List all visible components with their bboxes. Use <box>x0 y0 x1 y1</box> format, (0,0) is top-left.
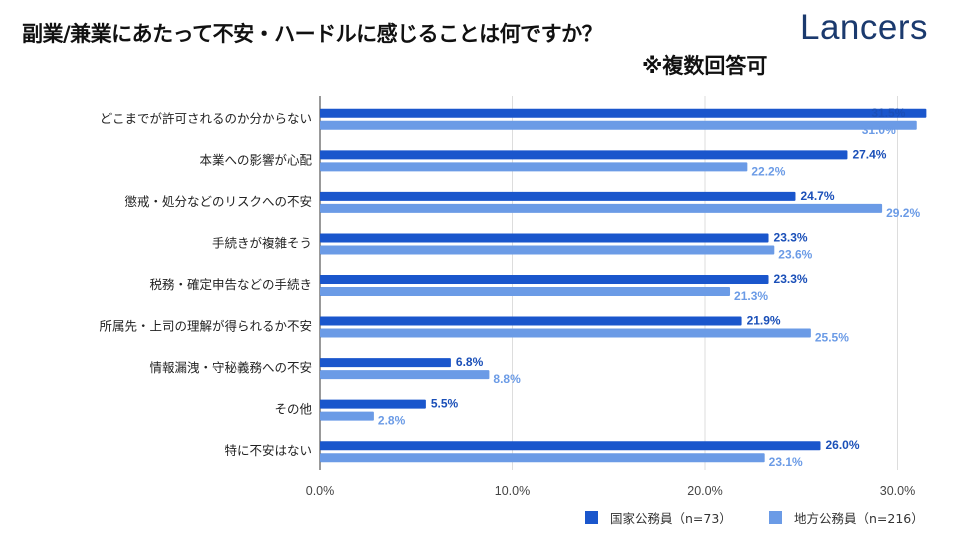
bar <box>320 245 775 255</box>
data-label: 23.3% <box>774 230 808 244</box>
bar <box>320 287 731 296</box>
x-tick-label: 30.0% <box>880 484 915 498</box>
data-label: 5.5% <box>431 397 459 411</box>
data-label: 21.3% <box>734 289 768 303</box>
category-label: 特に不安はない <box>224 443 312 458</box>
legend-item-national: 国家公務員（n=73） <box>585 508 732 527</box>
bar <box>320 453 765 463</box>
lancers-logo: Lancers <box>800 8 929 47</box>
data-label: 29.2% <box>886 206 920 220</box>
data-label: 23.1% <box>769 455 803 469</box>
legend-swatch-local <box>769 511 782 524</box>
bar <box>320 191 796 201</box>
bar <box>320 370 490 380</box>
category-label: 懲戒・処分などのリスクへの不安 <box>124 194 312 209</box>
bar <box>320 411 374 421</box>
category-label: 本業への影響が心配 <box>199 152 312 167</box>
legend-label-national: 国家公務員（n=73） <box>610 511 732 526</box>
x-tick-label: 10.0% <box>495 484 530 498</box>
multiple-answer-note: ※複数回答可 <box>642 54 768 78</box>
data-label: 25.5% <box>815 331 849 345</box>
bar <box>320 328 811 338</box>
data-label: 23.3% <box>774 272 808 286</box>
data-label: 21.9% <box>747 314 781 328</box>
bar <box>320 275 769 284</box>
bar <box>320 203 883 213</box>
bar <box>320 108 927 118</box>
data-label: 8.8% <box>493 372 521 386</box>
bar <box>320 233 769 243</box>
bar <box>320 162 748 172</box>
bar <box>320 120 917 130</box>
category-label: 所属先・上司の理解が得られるか不安 <box>99 319 312 334</box>
data-label: 23.6% <box>778 247 812 261</box>
bar <box>320 399 426 409</box>
data-label: 31.0% <box>862 123 896 137</box>
bar <box>320 316 742 326</box>
bar <box>320 150 848 160</box>
data-label: 27.4% <box>852 147 886 161</box>
data-label: 31.5% <box>871 106 905 120</box>
bar <box>320 441 821 451</box>
data-label: 26.0% <box>826 438 860 452</box>
category-label: その他 <box>274 402 312 417</box>
chart-title: 副業/兼業にあたって不安・ハードルに感じることは何ですか？ <box>22 22 603 46</box>
data-label: 2.8% <box>378 414 406 428</box>
data-label: 6.8% <box>456 355 484 369</box>
category-label: どこまでが許可されるのか分からない <box>100 111 312 126</box>
category-label: 手続きが複雑そう <box>212 235 312 250</box>
bar <box>320 358 451 368</box>
x-tick-label: 20.0% <box>687 484 722 498</box>
category-label: 情報漏洩・守秘義務への不安 <box>149 360 312 375</box>
legend-swatch-national <box>585 511 598 524</box>
legend-label-local: 地方公務員（n=216） <box>794 511 924 526</box>
data-label: 24.7% <box>800 189 834 203</box>
data-label: 22.2% <box>751 164 785 178</box>
legend-item-local: 地方公務員（n=216） <box>769 508 924 527</box>
x-tick-label: 0.0% <box>306 484 335 498</box>
category-label: 税務・確定申告などの手続き <box>149 277 312 292</box>
